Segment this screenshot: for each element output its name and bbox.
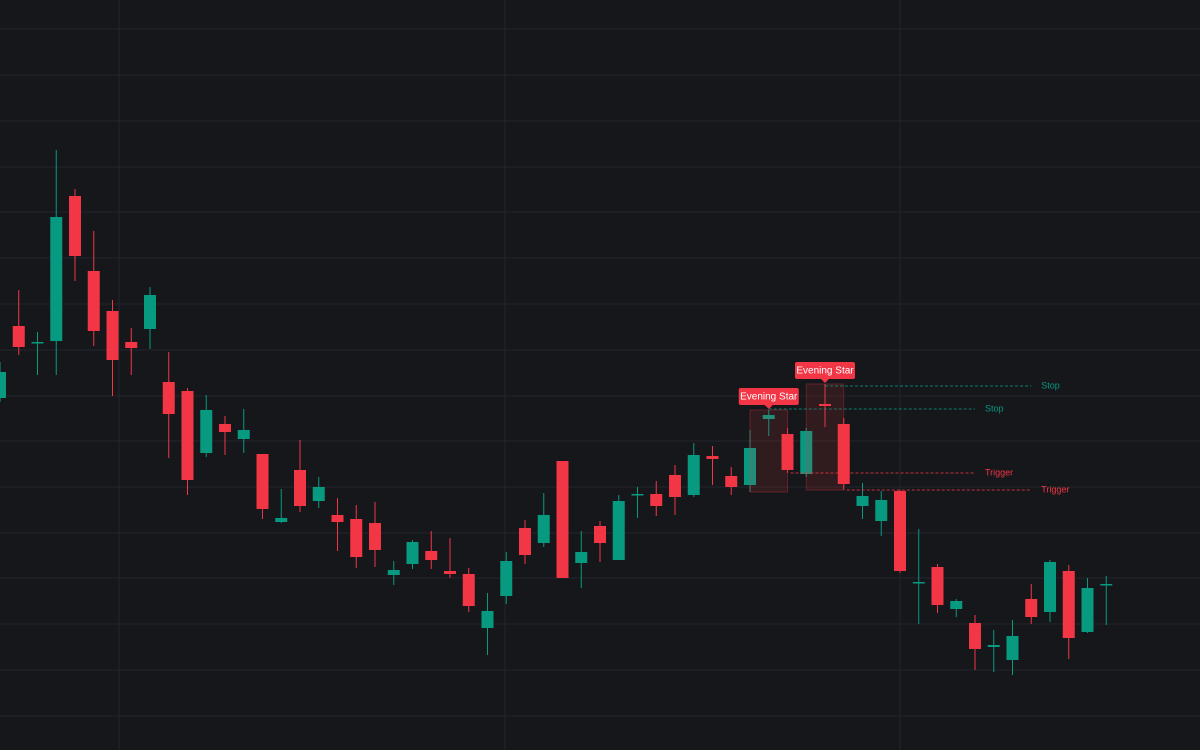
candle-body <box>706 456 719 459</box>
candle-body <box>537 515 550 543</box>
candle-body <box>144 295 156 329</box>
candle-body <box>462 574 475 606</box>
stop-label: Stop <box>1041 380 1060 390</box>
candle-body <box>575 552 588 563</box>
candle-body <box>481 611 494 628</box>
candle-body <box>0 372 6 398</box>
candle-body <box>519 528 531 555</box>
candle-body <box>50 217 63 341</box>
trigger-label: Trigger <box>1041 484 1069 494</box>
candle-body <box>1081 588 1094 632</box>
candle-body <box>237 430 250 439</box>
candle-body <box>162 382 175 414</box>
pattern-label: Evening Star <box>796 366 854 377</box>
pattern-label-pointer <box>764 405 773 409</box>
candle-body <box>556 461 569 578</box>
candle-body <box>837 424 850 484</box>
candle-body <box>125 342 138 348</box>
candle-body <box>87 271 100 331</box>
candle-body <box>725 476 738 487</box>
candle-body <box>819 404 831 406</box>
candle-body <box>1025 599 1038 617</box>
candle-body <box>275 518 288 522</box>
candle-body <box>1062 571 1075 638</box>
candle-body <box>106 311 119 360</box>
pattern-box <box>805 383 845 491</box>
candle-body <box>762 415 775 419</box>
candle-body <box>612 501 625 560</box>
candle-body <box>369 523 381 550</box>
pattern-box <box>749 409 788 493</box>
candle-body <box>669 475 681 497</box>
stop-label: Stop <box>985 403 1004 413</box>
candle-body <box>387 570 400 575</box>
candle-body <box>912 582 925 584</box>
candle-body <box>875 500 888 521</box>
pattern-label-pointer <box>821 379 829 383</box>
candle-body <box>425 551 438 560</box>
pattern-label: Evening Star <box>740 392 798 403</box>
candle-body <box>444 571 456 574</box>
candle-body <box>1100 584 1113 586</box>
pattern-label-bg <box>738 388 799 405</box>
candle-body <box>594 526 606 543</box>
trigger-label: Trigger <box>985 467 1013 477</box>
candle-body <box>1006 636 1019 660</box>
candle-body <box>931 567 944 605</box>
candle-body <box>969 623 981 649</box>
candle-body <box>894 491 906 571</box>
pattern-label-bg <box>795 362 855 379</box>
candle-body <box>200 410 213 453</box>
candle-body <box>950 601 963 609</box>
candle-body <box>312 487 325 501</box>
candle-body <box>350 519 363 557</box>
candle-body <box>800 431 813 474</box>
candle-body <box>744 448 756 485</box>
candle-body <box>219 424 231 432</box>
candle-body <box>181 391 194 480</box>
candle-body <box>987 645 1000 647</box>
candle-body <box>31 342 44 344</box>
candle-body <box>1044 562 1056 612</box>
candle-body <box>781 434 794 470</box>
candle-body <box>294 470 306 506</box>
candle-body <box>12 326 25 347</box>
candle-body <box>687 455 700 495</box>
candle-body <box>406 542 419 564</box>
candle-body <box>69 196 81 256</box>
candle-body <box>631 494 644 496</box>
candle-body <box>331 515 344 522</box>
candle-body <box>256 454 269 509</box>
candle-body <box>500 561 513 596</box>
candle-body <box>856 496 869 506</box>
candle-body <box>650 494 663 506</box>
